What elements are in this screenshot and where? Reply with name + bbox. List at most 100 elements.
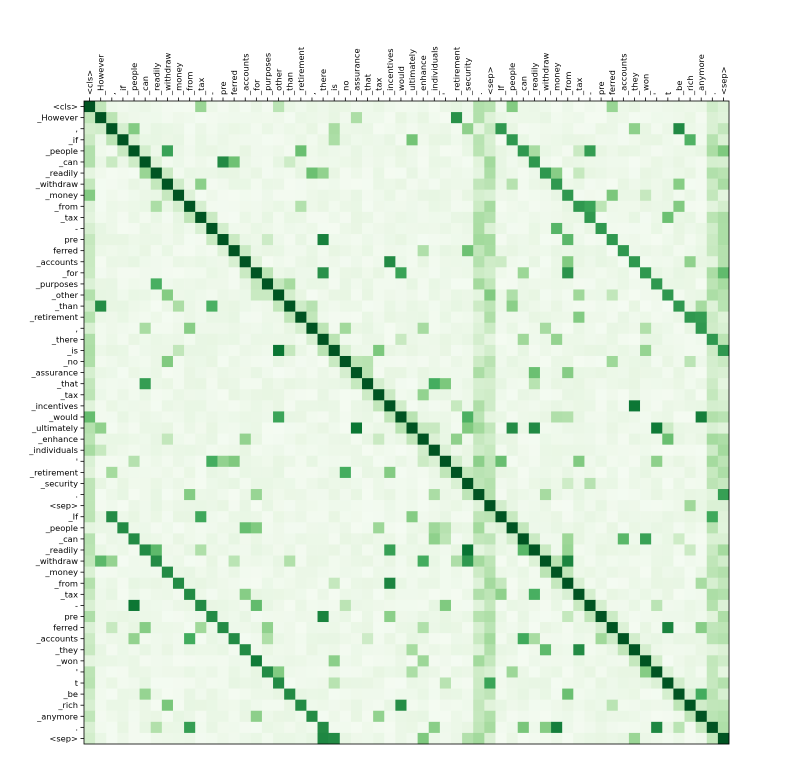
heatmap-cell [184, 466, 196, 479]
heatmap-cell [339, 112, 352, 124]
heatmap-cell [684, 588, 696, 601]
heatmap-cell [317, 644, 329, 656]
heatmap-cell [261, 411, 274, 423]
heatmap-cell [139, 400, 152, 412]
heatmap-cell [128, 610, 140, 623]
heatmap-cell [595, 732, 607, 745]
heatmap-cell [284, 655, 296, 667]
heatmap-cell [717, 599, 730, 612]
heatmap-cell [139, 389, 152, 401]
heatmap-cell [184, 699, 196, 712]
heatmap-cell [128, 433, 140, 445]
heatmap-cell [717, 566, 730, 579]
heatmap-cell [306, 699, 318, 712]
heatmap-cell [450, 322, 463, 335]
heatmap-cell [250, 178, 263, 190]
heatmap-cell [595, 500, 607, 512]
heatmap-cell [439, 389, 452, 401]
heatmap-cell [662, 245, 674, 257]
heatmap-cell [172, 378, 185, 390]
heatmap-cell [228, 145, 240, 157]
heatmap-cell [206, 355, 218, 368]
heatmap-cell [528, 189, 541, 202]
heatmap-cell [362, 278, 374, 290]
heatmap-cell [362, 644, 374, 656]
heatmap-cell [562, 101, 574, 113]
heatmap-cell [551, 322, 563, 335]
heatmap-cell [684, 101, 696, 113]
heatmap-cell [373, 222, 385, 235]
heatmap-cell [284, 189, 296, 202]
heatmap-cell [551, 278, 563, 290]
heatmap-cell [584, 466, 596, 479]
heatmap-cell [228, 732, 240, 745]
y-tick-label: , [75, 323, 78, 333]
heatmap-cell [506, 367, 519, 379]
heatmap-cell [117, 367, 129, 379]
heatmap-cell [395, 378, 407, 390]
heatmap-cell [662, 256, 674, 268]
x-tick-label: _no [340, 81, 350, 96]
heatmap-cell [684, 544, 696, 556]
heatmap-cell [551, 522, 563, 534]
heatmap-cell [628, 289, 641, 301]
heatmap-cell [195, 444, 207, 457]
heatmap-cell [662, 655, 674, 667]
heatmap-cell [695, 234, 708, 246]
heatmap-cell [606, 256, 619, 268]
heatmap-cell [695, 721, 708, 734]
heatmap-cell [95, 544, 107, 556]
heatmap-cell [573, 156, 585, 168]
heatmap-cell [117, 333, 129, 346]
heatmap-cell [250, 655, 263, 667]
heatmap-cell [228, 355, 240, 368]
heatmap-cell [317, 300, 329, 312]
heatmap-cell [584, 610, 596, 623]
heatmap-cell [350, 156, 363, 168]
heatmap-cell [528, 522, 541, 534]
heatmap-cell [640, 289, 652, 301]
heatmap-cell [150, 278, 163, 290]
heatmap-cell [362, 389, 374, 401]
heatmap-cell [628, 511, 641, 523]
heatmap-cell [428, 256, 441, 268]
heatmap-cell [517, 511, 530, 523]
heatmap-cell [662, 633, 674, 645]
heatmap-cell [551, 544, 563, 556]
heatmap-cell [406, 644, 418, 656]
heatmap-cell [673, 622, 685, 634]
heatmap-cell [473, 622, 485, 634]
heatmap-cell [273, 311, 285, 324]
heatmap-cell [462, 211, 474, 224]
heatmap-cell [139, 145, 152, 157]
heatmap-cell [695, 599, 708, 612]
heatmap-cell [362, 721, 374, 734]
heatmap-cell [350, 522, 363, 534]
heatmap-cell [673, 200, 685, 213]
heatmap-cell [417, 588, 430, 601]
heatmap-cell [328, 300, 341, 312]
heatmap-cell [717, 134, 730, 146]
heatmap-cell [117, 666, 129, 678]
heatmap-cell [261, 544, 274, 556]
heatmap-cell [662, 289, 674, 301]
heatmap-cell [362, 267, 374, 279]
heatmap-cell [339, 599, 352, 612]
heatmap-cell [328, 489, 341, 501]
x-tick-label: _However [96, 54, 106, 96]
heatmap-cell [462, 123, 474, 135]
heatmap-cell [662, 677, 674, 689]
heatmap-cell [239, 211, 252, 224]
heatmap-cell [95, 633, 107, 645]
heatmap-cell [628, 433, 641, 445]
heatmap-cell [495, 112, 507, 124]
heatmap-cell [551, 422, 563, 434]
heatmap-cell [706, 732, 719, 745]
heatmap-cell [562, 389, 574, 401]
heatmap-cell [128, 378, 140, 390]
heatmap-cell [84, 732, 96, 745]
heatmap-cell [651, 367, 663, 379]
heatmap-cell [184, 333, 196, 346]
heatmap-cell [673, 577, 685, 590]
heatmap-cell [495, 666, 507, 678]
